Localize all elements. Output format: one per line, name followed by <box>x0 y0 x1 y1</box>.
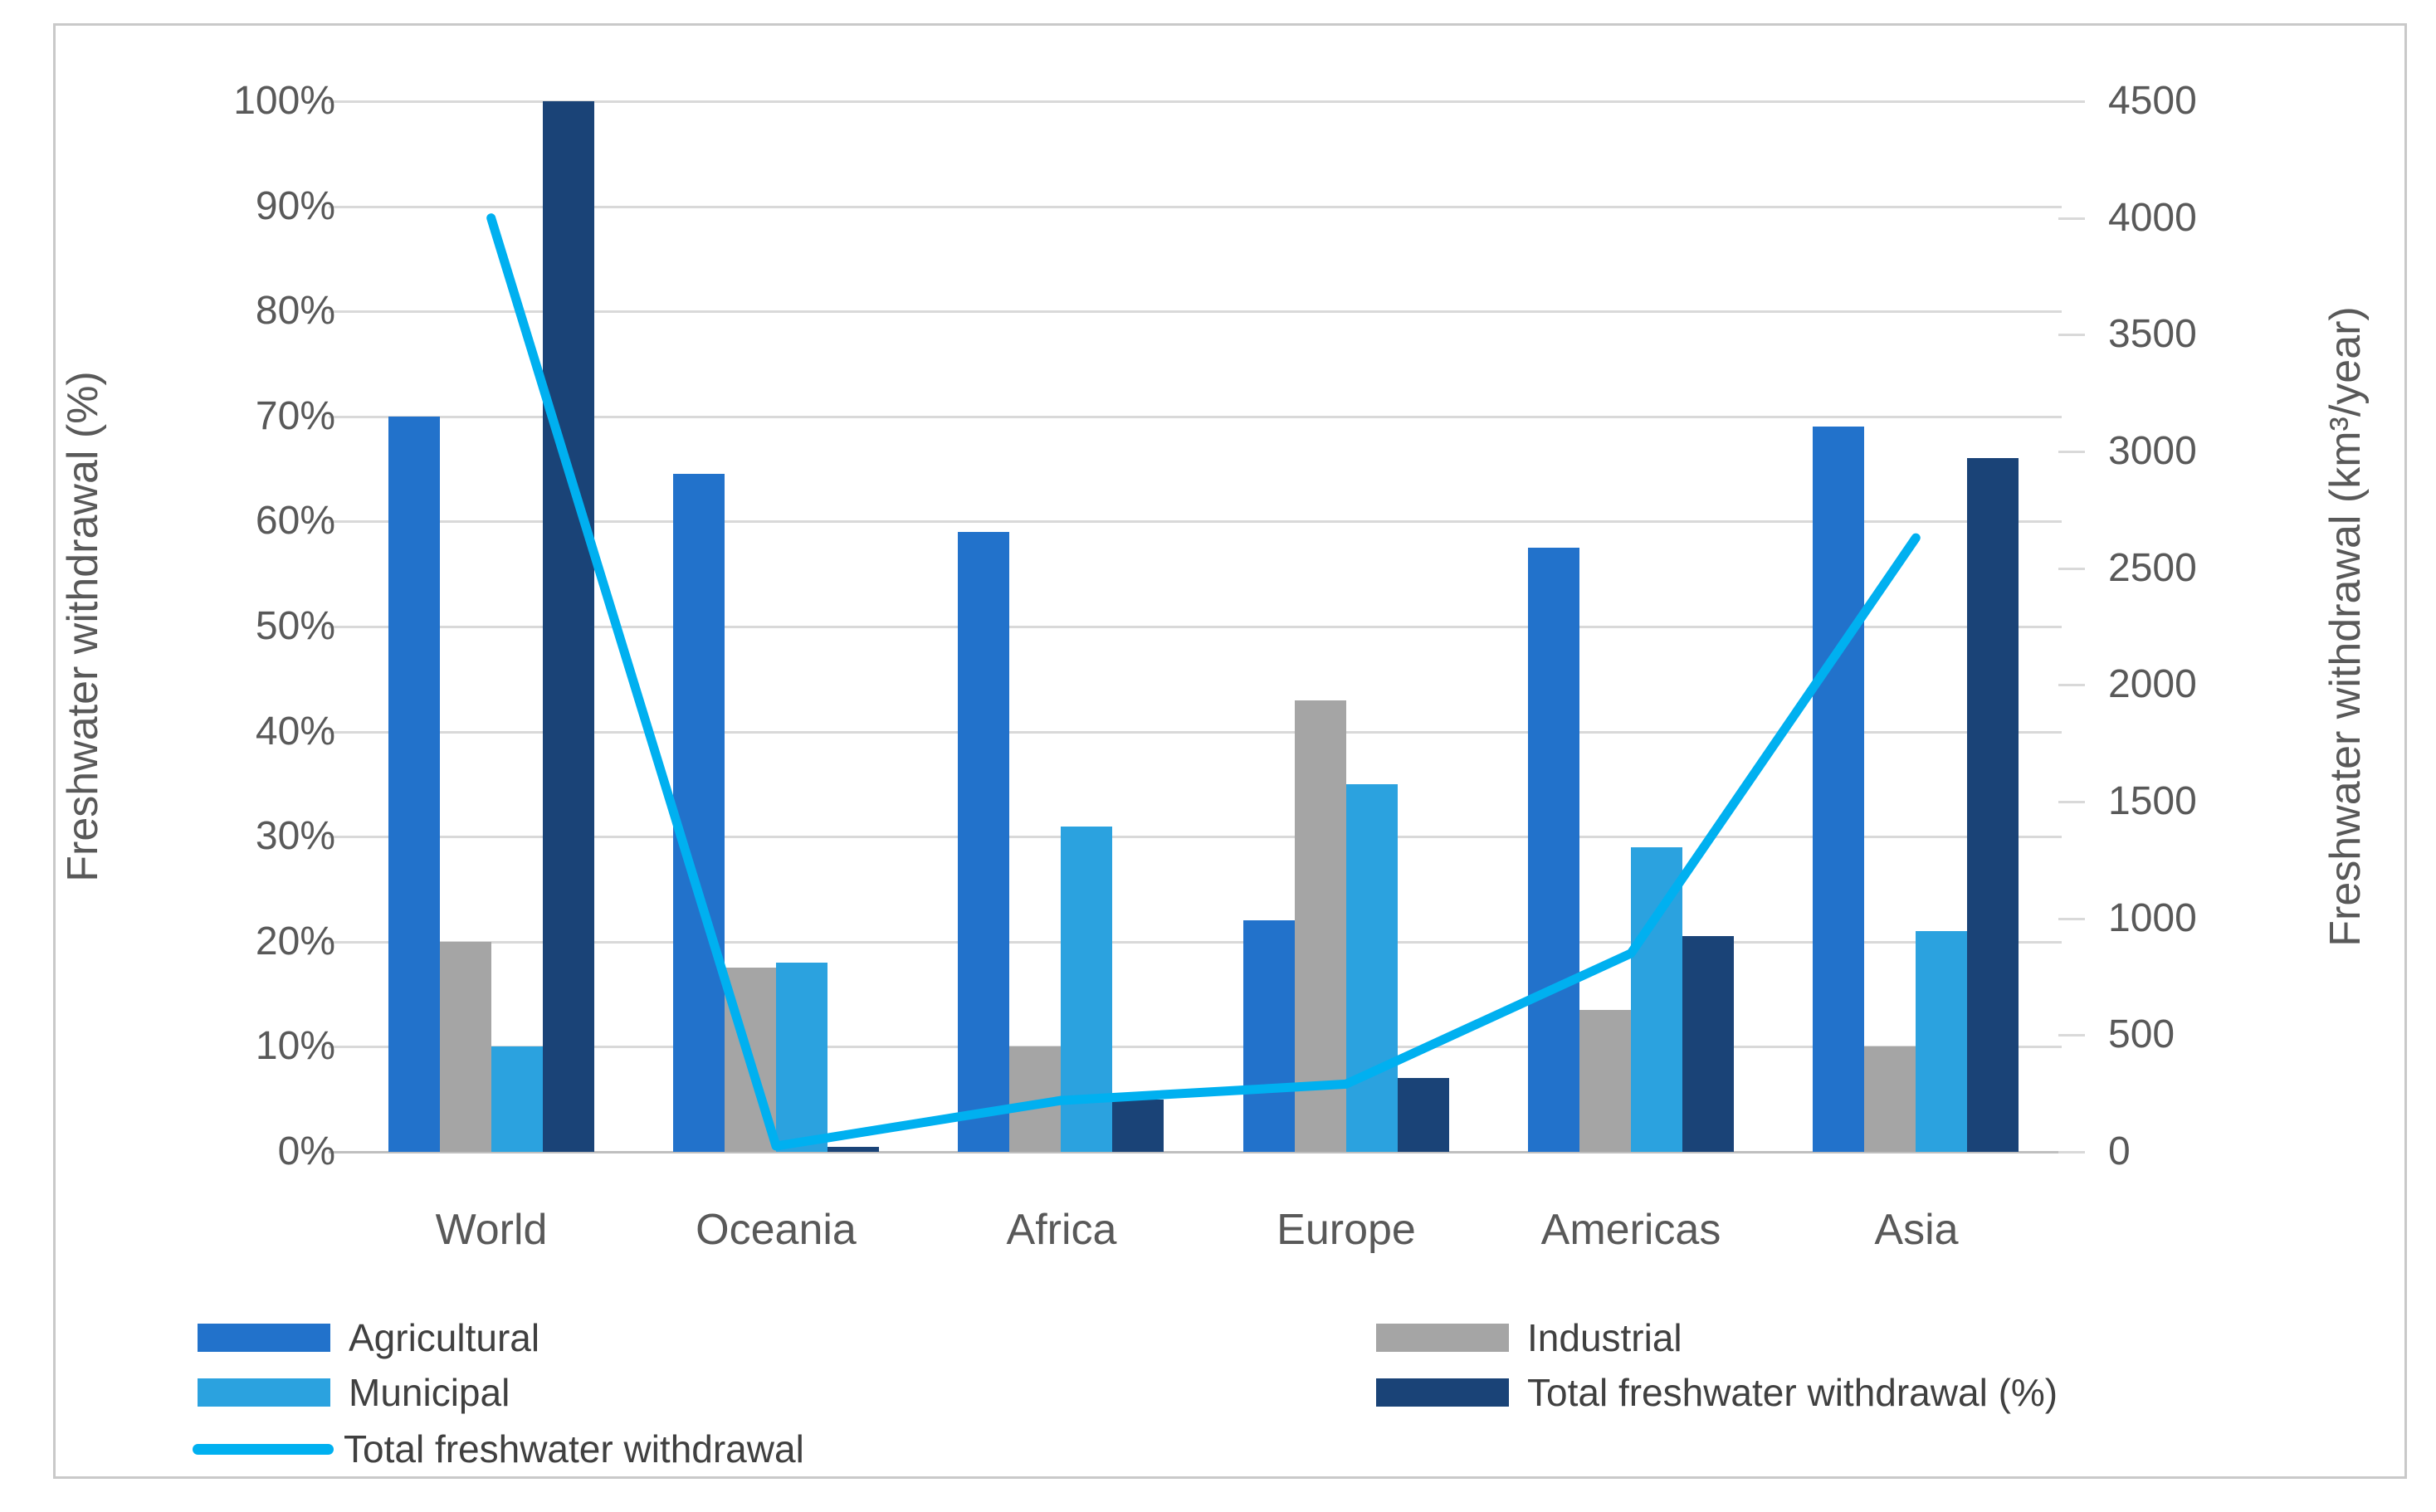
category-label-world: World <box>435 1206 548 1254</box>
right-axis-tick-500 <box>2058 1034 2085 1036</box>
legend-item-total-percent: Total freshwater withdrawal (%) <box>1376 1373 2058 1412</box>
right-axis-tick-3500 <box>2058 334 2085 336</box>
legend-label: Total freshwater withdrawal (%) <box>1527 1371 2058 1414</box>
bar-industrial-americas <box>1579 1010 1631 1152</box>
category-label-asia: Asia <box>1874 1206 1959 1254</box>
bar-agricultural-europe <box>1243 920 1295 1152</box>
gridline-70% <box>329 416 2062 418</box>
bar-agricultural-oceania <box>673 474 725 1152</box>
left-axis-tick-label: 100% <box>233 79 335 123</box>
category-label-oceania: Oceania <box>696 1206 857 1254</box>
right-axis-tick-label: 2500 <box>2108 546 2197 590</box>
right-axis-tick-1500 <box>2058 801 2085 803</box>
left-axis-title: Freshwater withdrawal (%) <box>59 371 107 882</box>
bar-total-freshwater-withdrawal-asia <box>1967 458 2019 1152</box>
bar-municipal-europe <box>1346 784 1398 1152</box>
bar-agricultural-africa <box>958 532 1009 1152</box>
category-label-americas: Americas <box>1540 1206 1721 1254</box>
right-axis-tick-label: 500 <box>2108 1012 2175 1056</box>
gridline-0% <box>329 1151 2062 1154</box>
bar-municipal-world <box>491 1046 543 1152</box>
gridline-40% <box>329 731 2062 734</box>
municipal-swatch <box>198 1378 330 1407</box>
right-axis-tick-label: 1500 <box>2108 779 2197 823</box>
right-axis-tick-2000 <box>2058 684 2085 686</box>
left-axis-tick-label: 60% <box>255 499 335 543</box>
gridline-20% <box>329 941 2062 944</box>
bar-industrial-europe <box>1295 700 1346 1152</box>
total-freshwater-withdrawal-line <box>486 213 1921 1151</box>
category-label-africa: Africa <box>1006 1206 1117 1254</box>
legend-label: Industrial <box>1527 1316 1682 1359</box>
left-axis-tick-label: 50% <box>255 604 335 648</box>
bar-agricultural-americas <box>1528 548 1579 1152</box>
gridline-80% <box>329 310 2062 313</box>
right-axis-tick-1000 <box>2058 918 2085 920</box>
gridline-10% <box>329 1046 2062 1048</box>
category-label-europe: Europe <box>1277 1206 1416 1254</box>
bar-municipal-asia <box>1916 931 1967 1152</box>
right-axis-tick-4000 <box>2058 217 2085 220</box>
legend-item-municipal: Municipal <box>198 1373 510 1412</box>
right-axis-tick-3000 <box>2058 451 2085 453</box>
agricultural-swatch <box>198 1324 330 1352</box>
left-axis-tick-label: 80% <box>255 289 335 333</box>
left-axis-tick-label: 0% <box>277 1129 335 1173</box>
bar-total-freshwater-withdrawal-americas <box>1682 936 1734 1152</box>
legend-item-total-line: Total freshwater withdrawal <box>193 1429 804 1469</box>
right-axis-tick-label: 4000 <box>2108 196 2197 240</box>
right-axis-tick-label: 1000 <box>2108 896 2197 940</box>
right-axis-tick-label: 2000 <box>2108 662 2197 706</box>
right-axis-tick-label: 4500 <box>2108 79 2197 123</box>
bar-total-freshwater-withdrawal-world <box>543 101 594 1152</box>
gridline-100% <box>329 100 2062 103</box>
total-withdrawal-line-swatch <box>193 1443 334 1455</box>
bar-total-freshwater-withdrawal-africa <box>1112 1100 1164 1152</box>
industrial-swatch <box>1376 1324 1509 1352</box>
right-axis-title: Freshwater withdrawal (km³/year) <box>2321 306 2370 947</box>
total-percent-swatch <box>1376 1378 1509 1407</box>
gridline-90% <box>329 206 2062 208</box>
bar-agricultural-world <box>388 417 440 1152</box>
bar-agricultural-asia <box>1813 427 1864 1152</box>
right-axis-tick-label: 0 <box>2108 1129 2131 1173</box>
bar-total-freshwater-withdrawal-oceania <box>827 1147 879 1152</box>
bar-total-freshwater-withdrawal-europe <box>1398 1078 1449 1152</box>
gridline-50% <box>329 626 2062 628</box>
left-axis-tick-label: 20% <box>255 919 335 963</box>
right-axis-tick-4500 <box>2058 100 2085 103</box>
legend-item-agricultural: Agricultural <box>198 1318 539 1358</box>
left-axis-tick-label: 10% <box>255 1024 335 1068</box>
gridline-30% <box>329 836 2062 838</box>
legend-label: Total freshwater withdrawal <box>344 1427 804 1471</box>
bar-industrial-world <box>440 942 491 1152</box>
left-axis-tick-label: 40% <box>255 710 335 754</box>
right-axis-tick-label: 3000 <box>2108 429 2197 473</box>
right-axis-tick-2500 <box>2058 568 2085 570</box>
left-axis-tick-label: 70% <box>255 394 335 438</box>
legend-label: Agricultural <box>349 1316 540 1359</box>
bar-municipal-oceania <box>776 963 827 1152</box>
right-axis-tick-label: 3500 <box>2108 312 2197 356</box>
legend-item-industrial: Industrial <box>1376 1318 1682 1358</box>
left-axis-tick-label: 90% <box>255 184 335 228</box>
line-total-freshwater-withdrawal <box>486 213 1921 1151</box>
bar-industrial-asia <box>1864 1046 1916 1152</box>
legend-label: Municipal <box>349 1371 510 1414</box>
left-axis-tick-label: 30% <box>255 814 335 858</box>
right-axis-tick-0 <box>2058 1151 2085 1154</box>
gridline-60% <box>329 520 2062 523</box>
